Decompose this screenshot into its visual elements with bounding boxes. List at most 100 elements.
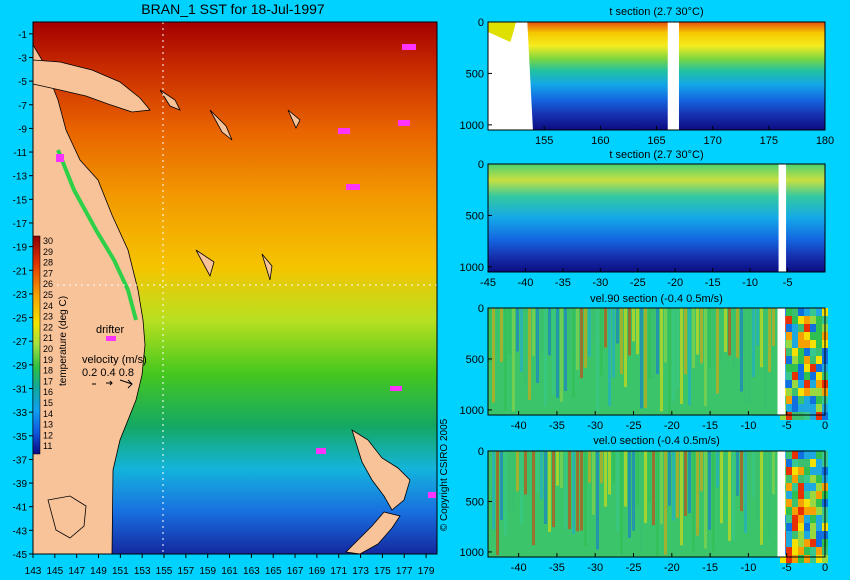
velocity-cell — [810, 396, 816, 404]
velocity-cell — [816, 467, 822, 475]
velocity-cell — [798, 348, 804, 356]
velocity-streak — [748, 308, 751, 405]
velocity-cell — [786, 491, 792, 499]
velocity-cell — [804, 539, 810, 547]
section-title: vel.90 section (-0.4 0.5m/s) — [590, 293, 723, 305]
map-x-tick-label: 145 — [46, 566, 63, 577]
velocity-streak — [520, 451, 523, 525]
velocity-streak — [604, 451, 607, 507]
velocity-cell — [786, 356, 792, 364]
velocity-cell — [804, 523, 810, 531]
velocity-cell — [798, 380, 804, 388]
velocity-cell — [798, 451, 804, 459]
map-y-tick-label: -15 — [13, 195, 28, 206]
velocity-cell — [786, 348, 792, 356]
section-y-tick-label: 1000 — [460, 405, 484, 417]
map-y-tick-label: -25 — [13, 314, 28, 325]
velocity-cell — [816, 412, 822, 420]
velocity-cell — [810, 356, 816, 364]
velocity-streak — [600, 451, 603, 484]
section-x-tick-label: 155 — [535, 135, 553, 147]
velocity-label: velocity (m/s) — [82, 354, 147, 366]
map-y-tick-label: -11 — [13, 148, 27, 159]
velocity-streak — [548, 451, 551, 533]
map-y-tick-label: -41 — [13, 503, 28, 514]
velocity-cell — [816, 364, 822, 372]
velocity-cell — [816, 459, 822, 467]
velocity-cell — [798, 555, 804, 563]
velocity-streak — [612, 451, 615, 483]
velocity-cell — [792, 459, 798, 467]
velocity-streak — [544, 308, 547, 407]
velocity-cell — [822, 412, 828, 420]
velocity-cell — [798, 308, 804, 316]
section-y-tick-label: 1000 — [460, 120, 484, 132]
colorbar-label: temperature (deg C) — [58, 296, 69, 386]
velocity-cell — [816, 451, 822, 459]
velocity-streak — [564, 308, 567, 391]
map-x-tick-label: 149 — [90, 566, 107, 577]
colorbar-tick-label: 14 — [43, 409, 53, 419]
velocity-cell — [810, 332, 816, 340]
velocity-streak — [528, 451, 531, 496]
velocity-cell — [786, 539, 792, 547]
velocity-cell — [804, 459, 810, 467]
section-x-tick-label: -20 — [664, 562, 680, 574]
velocity-cell — [786, 372, 792, 380]
section-panel: t section (2.7 30°C) -45 -40 -35 -30 -25 -20 -1… — [460, 149, 826, 289]
velocity-cell — [822, 555, 828, 563]
velocity-cell — [816, 547, 822, 555]
velocity-cell — [816, 555, 822, 563]
velocity-cell — [798, 332, 804, 340]
velocity-cell — [810, 404, 816, 412]
section-y-tick-label: 500 — [466, 68, 484, 80]
map-y-tick-label: -5 — [18, 77, 27, 88]
drifter-marker — [346, 184, 360, 190]
velocity-cell — [804, 412, 810, 420]
velocity-streak — [736, 308, 739, 358]
velocity-cell — [786, 404, 792, 412]
copyright: © Copyright CSIRO 2005 — [439, 418, 450, 531]
velocity-cell — [792, 396, 798, 404]
velocity-cell — [786, 412, 792, 420]
velocity-cell — [798, 412, 804, 420]
velocity-streak — [708, 451, 711, 530]
velocity-cell — [816, 475, 822, 483]
velocity-cell — [804, 380, 810, 388]
velocity-streak — [576, 451, 579, 532]
land-new-zealand-north — [351, 429, 411, 511]
velocity-streak — [704, 451, 707, 549]
drifter-legend-marker — [106, 336, 116, 341]
velocity-streak — [720, 451, 723, 524]
section-gap — [777, 308, 786, 415]
velocity-cell — [798, 372, 804, 380]
velocity-streak — [600, 308, 603, 376]
section-y-tick-label: 0 — [478, 159, 484, 171]
velocity-streak — [564, 451, 567, 530]
velocity-streak — [764, 308, 767, 412]
velocity-streak — [752, 308, 755, 378]
map-y-tick-label: -27 — [13, 337, 28, 348]
section-gap — [777, 451, 786, 557]
velocity-cell — [786, 332, 792, 340]
velocity-cell — [810, 459, 816, 467]
velocity-streak — [544, 451, 547, 524]
section-x-tick-label: -30 — [587, 420, 603, 432]
section-x-tick-label: 0 — [822, 562, 828, 574]
map-y-tick-label: -35 — [13, 432, 28, 443]
velocity-streak — [740, 308, 743, 392]
velocity-streak — [616, 451, 619, 531]
velocity-streak — [664, 308, 667, 363]
velocity-streak — [584, 451, 587, 547]
velocity-streak — [644, 308, 647, 409]
velocity-streak — [768, 451, 771, 540]
velocity-streak — [588, 451, 591, 483]
velocity-cell — [798, 388, 804, 396]
velocity-streak — [488, 451, 491, 495]
velocity-streak — [532, 308, 535, 357]
velocity-streak — [524, 308, 527, 386]
velocity-cell — [792, 539, 798, 547]
map-x-tick-label: 163 — [243, 566, 260, 577]
land-new-guinea — [33, 59, 151, 113]
velocity-streak — [488, 308, 491, 363]
